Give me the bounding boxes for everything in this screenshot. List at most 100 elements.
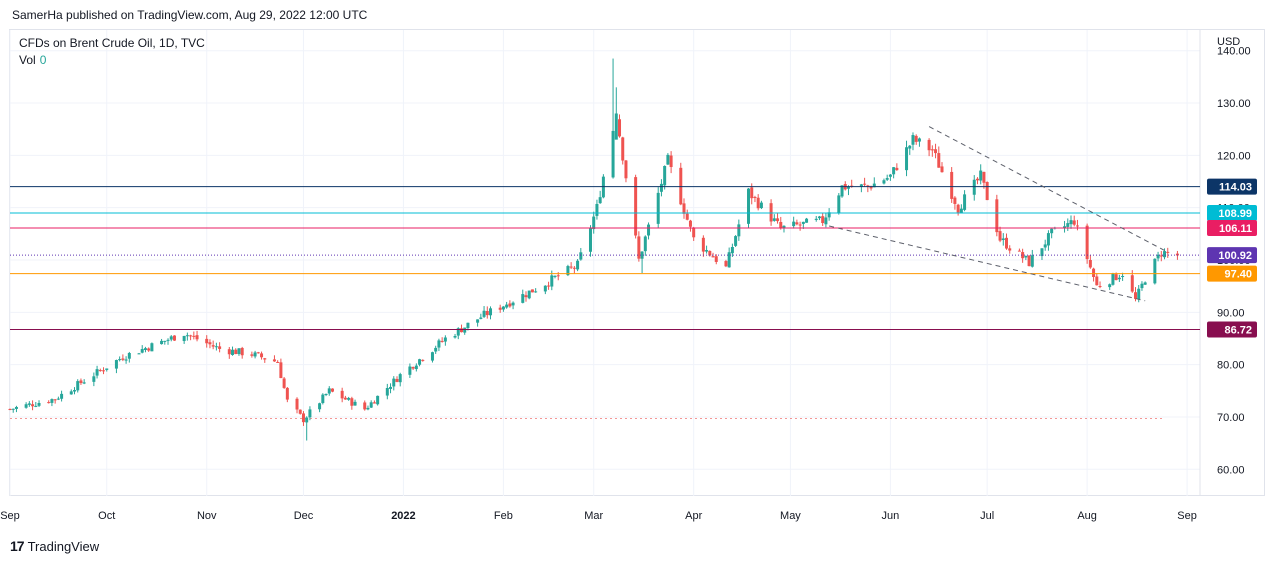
candle-up: [550, 275, 554, 287]
candle-up: [163, 340, 167, 342]
candle-up: [643, 236, 647, 252]
candle-down: [1021, 252, 1025, 259]
candle-down: [1008, 248, 1012, 251]
candle-up: [1156, 254, 1160, 259]
candle-down: [1092, 268, 1096, 277]
candle-up: [166, 339, 170, 341]
candle-down: [208, 342, 212, 345]
candle-down: [1027, 255, 1031, 267]
candle-down: [637, 236, 641, 259]
candle-down: [218, 346, 222, 349]
candle-up: [466, 322, 470, 329]
candle-up: [501, 306, 505, 310]
candle-down: [547, 285, 551, 287]
candle-up: [456, 328, 460, 336]
candle-up: [82, 382, 86, 384]
candle-down: [688, 220, 692, 227]
candle-up: [14, 406, 18, 409]
candle-up: [792, 221, 796, 227]
level-price-label: 97.40: [1224, 269, 1252, 281]
candle-down: [1114, 274, 1118, 281]
x-tick-label: 2022: [391, 510, 415, 522]
candle-down: [724, 261, 728, 267]
candle-up: [1066, 223, 1070, 227]
candle-up: [1117, 277, 1121, 280]
level-price-label: 86.72: [1224, 324, 1252, 336]
currency-label: USD: [1217, 36, 1240, 48]
candle-up: [56, 398, 60, 400]
candle-up: [482, 310, 486, 317]
candle-down: [1095, 276, 1099, 286]
candle-down: [621, 137, 625, 161]
candle-up: [479, 317, 483, 319]
candle-down: [350, 398, 354, 406]
candle-up: [543, 285, 547, 292]
candle-down: [272, 359, 276, 362]
candle-up: [369, 402, 373, 408]
candle-down: [998, 231, 1002, 241]
candle-down: [1098, 286, 1102, 288]
candle-up: [576, 260, 580, 270]
candle-up: [666, 154, 670, 165]
candle-down: [343, 397, 347, 400]
candle-down: [102, 370, 106, 372]
candle-up: [1143, 282, 1147, 285]
candle-up: [640, 251, 644, 259]
candle-up: [595, 203, 599, 216]
candle-up: [127, 353, 131, 359]
candle-down: [372, 402, 376, 404]
candle-up: [908, 145, 912, 149]
level-price-label: 114.03: [1219, 182, 1252, 194]
candle-up: [1121, 276, 1125, 278]
candle-down: [260, 353, 264, 358]
candle-up: [747, 188, 751, 224]
candle-up: [376, 395, 380, 405]
candle-down: [1005, 237, 1009, 249]
candle-up: [972, 179, 976, 195]
candle-down: [956, 204, 960, 213]
candle-up: [911, 135, 915, 145]
x-tick-label: Mar: [584, 510, 603, 522]
candle-up: [734, 236, 738, 246]
candle-down: [8, 409, 12, 411]
x-tick-label: Apr: [685, 510, 702, 522]
candle-up: [727, 252, 731, 268]
candle-down: [795, 222, 799, 225]
candle-down: [624, 160, 628, 179]
candle-up: [72, 390, 76, 392]
candle-down: [937, 153, 941, 168]
candle-down: [953, 197, 957, 204]
candle-up: [24, 404, 28, 408]
candle-up: [50, 399, 54, 403]
candle-up: [959, 208, 963, 213]
level-price-tag: [1207, 220, 1257, 237]
candle-up: [160, 340, 164, 345]
candle-up: [437, 340, 441, 348]
candle-up: [837, 195, 841, 213]
candle-up: [1069, 220, 1073, 225]
symbol-title[interactable]: CFDs on Brent Crude Oil, 1D, TVC: [19, 36, 205, 50]
candle-down: [276, 361, 280, 363]
candle-down: [1159, 255, 1163, 257]
candle-down: [340, 390, 344, 399]
candle-up: [566, 266, 570, 276]
candle-down: [572, 267, 576, 269]
candle-up: [611, 130, 615, 178]
candle-down: [821, 216, 825, 224]
candle-up: [1108, 284, 1112, 288]
candle-down: [508, 303, 512, 307]
candle-down: [1075, 225, 1079, 227]
level-price-tag: [1207, 178, 1257, 195]
x-tick-label: Sep: [1177, 510, 1197, 522]
candle-up: [917, 138, 921, 142]
candle-down: [708, 250, 712, 256]
candle-down: [250, 354, 254, 356]
candle-down: [975, 178, 979, 181]
candle-down: [172, 335, 176, 341]
candle-up: [1137, 288, 1141, 300]
candle-down: [234, 349, 238, 355]
candle-down: [147, 348, 151, 351]
tradingview-footer[interactable]: 17 TradingView: [10, 538, 99, 554]
candle-up: [1024, 255, 1028, 258]
